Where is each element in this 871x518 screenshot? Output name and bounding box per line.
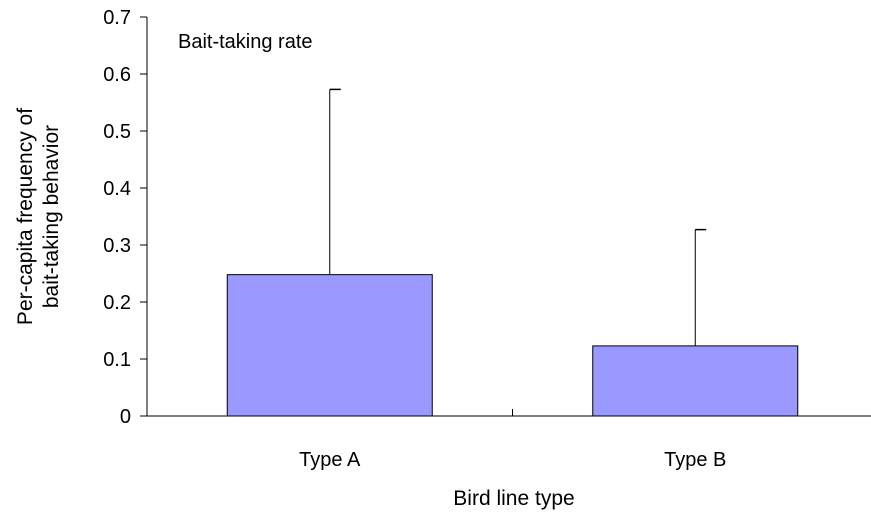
bar bbox=[592, 345, 799, 417]
y-tick-label: 0.2 bbox=[103, 292, 131, 314]
bar bbox=[226, 274, 433, 417]
y-tick-label: 0.5 bbox=[103, 121, 131, 143]
x-axis-title: Bird line type bbox=[453, 487, 574, 510]
y-tick-label: 0.1 bbox=[103, 349, 131, 371]
y-tick-label: 0.6 bbox=[103, 64, 131, 86]
y-axis-title-line: Per-capita frequency of bbox=[14, 108, 37, 325]
y-axis-title-line: bait-taking behavior bbox=[40, 125, 63, 308]
x-tick-label: Type A bbox=[299, 449, 361, 471]
y-axis-title: Per-capita frequency of bait-taking behav… bbox=[14, 108, 63, 325]
plot-area: 0 0.1 0.2 0.3 0.4 0.5 0.6 0.7 Type A Type B bbox=[103, 7, 871, 471]
y-tick-label: 0 bbox=[120, 406, 131, 428]
chart-annotation: Bait-taking rate bbox=[178, 31, 313, 53]
x-tick-label: Type B bbox=[664, 449, 726, 471]
y-tick-label: 0.4 bbox=[103, 178, 131, 200]
y-tick-label: 0.3 bbox=[103, 235, 131, 257]
y-tick-label: 0.7 bbox=[103, 7, 131, 29]
